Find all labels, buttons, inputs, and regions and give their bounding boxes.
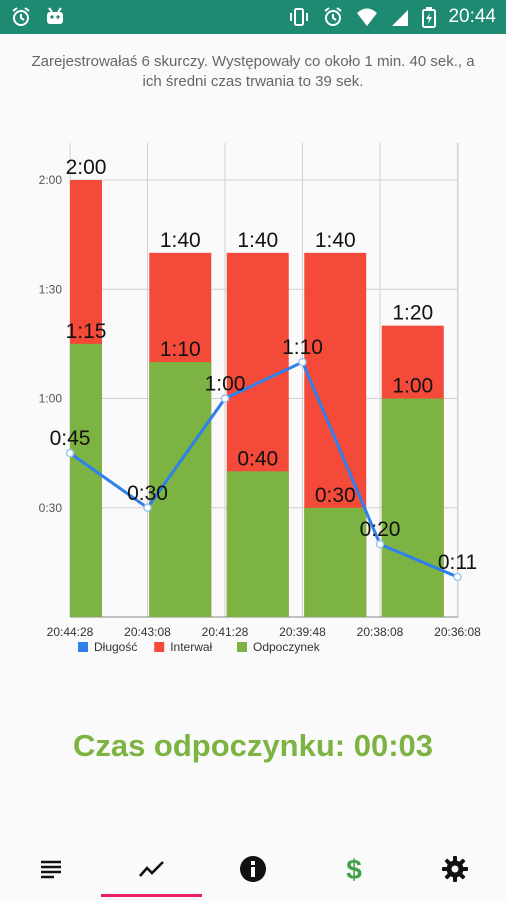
nav-chart[interactable] (101, 843, 203, 900)
alarm-icon (10, 6, 32, 28)
duration-label: 1:10 (282, 336, 323, 359)
signal-icon (390, 6, 410, 28)
bar-rest (226, 471, 289, 617)
battery-icon (422, 6, 437, 28)
y-tick-label: 1:00 (39, 392, 63, 406)
bar-interval-label: 1:40 (315, 229, 356, 252)
duration-point (220, 394, 230, 403)
duration-point (375, 539, 385, 549)
bar-interval-label: 1:20 (392, 302, 433, 325)
x-tick-label: 20:36:08 (434, 625, 481, 639)
legend-swatch (78, 642, 88, 652)
status-time: 20:44 (448, 6, 496, 27)
bar-rest (381, 398, 444, 617)
bottom-navigation: $ (0, 843, 506, 900)
settings-icon (441, 855, 469, 888)
wifi-icon (356, 6, 378, 28)
vibrate-icon (288, 6, 310, 28)
duration-label: 0:45 (50, 427, 91, 450)
rest-timer: Czas odpoczynku: 00:03 (0, 728, 506, 764)
y-tick-label: 1:30 (39, 282, 63, 296)
duration-label: 0:20 (360, 518, 401, 541)
duration-point (453, 572, 462, 582)
bar-interval-label: 1:40 (237, 229, 278, 252)
rest-timer-label: Czas odpoczynku: (72, 728, 346, 763)
status-bar: 20:44 (0, 0, 506, 34)
contractions-summary: Zarejestrowałaś 6 skurczy. Występowały c… (31, 53, 475, 90)
duration-label: 1:00 (205, 373, 246, 396)
duration-point (65, 448, 75, 458)
x-tick-label: 20:41:28 (202, 625, 249, 639)
bar-rest-label: 0:40 (237, 447, 278, 470)
bar-rest-label: 1:00 (392, 375, 433, 398)
legend-swatch (154, 642, 165, 652)
legend-label: Odpoczynek (253, 640, 321, 654)
svg-text:$: $ (346, 854, 362, 884)
y-tick-label: 2:00 (39, 173, 63, 187)
info-icon (239, 855, 267, 888)
nav-donate[interactable]: $ (304, 843, 405, 900)
x-tick-label: 20:44:28 (47, 625, 94, 639)
x-tick-label: 20:39:48 (279, 625, 326, 639)
duration-point (298, 357, 307, 367)
bar-rest (70, 343, 102, 617)
legend-swatch (237, 642, 247, 652)
list-icon (38, 856, 64, 887)
nav-settings[interactable] (405, 843, 506, 900)
duration-point (143, 503, 152, 512)
x-tick-label: 20:38:08 (357, 625, 404, 639)
nav-list[interactable] (0, 843, 101, 900)
contractions-chart: 2:00 1:30 1:00 0:30 2:00 1:15 20:44:28 1:40 1:10… (39, 143, 481, 654)
bar-rest-label: 1:15 (66, 320, 107, 343)
legend-label: Interwał (170, 640, 212, 654)
bar-rest-label: 0:30 (315, 484, 356, 507)
bar-interval-label: 1:40 (160, 229, 201, 252)
android-icon (44, 6, 66, 28)
bar-rest (304, 507, 367, 617)
chart-icon (138, 856, 166, 887)
duration-line (69, 360, 459, 579)
y-tick-label: 0:30 (39, 501, 63, 515)
alarm-icon (322, 6, 344, 28)
bar-interval-label: 2:00 (66, 156, 107, 179)
nav-info[interactable] (202, 843, 303, 900)
duration-label: 0:11 (438, 551, 477, 574)
duration-label: 0:30 (127, 482, 168, 505)
rest-timer-value: 00:03 (353, 728, 434, 763)
bar-rest-label: 1:10 (160, 338, 201, 361)
x-tick-label: 20:43:08 (124, 625, 171, 639)
legend-label: Długość (94, 640, 137, 654)
dollar-icon: $ (343, 854, 365, 889)
